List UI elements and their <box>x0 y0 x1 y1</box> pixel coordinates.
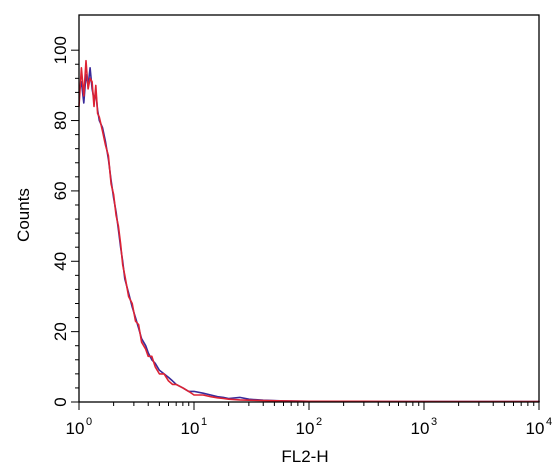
y-tick-label: 0 <box>51 397 70 406</box>
series-line-2 <box>78 59 540 403</box>
x-tick-label: 10 <box>296 419 315 438</box>
x-tick-label: 10 <box>66 419 85 438</box>
x-tick-label: 10 <box>526 419 545 438</box>
x-tick-exponent: 0 <box>86 416 92 428</box>
x-axis-label: FL2-H <box>281 447 328 466</box>
x-tick-exponent: 1 <box>201 416 207 428</box>
y-tick-label: 40 <box>51 252 70 271</box>
x-tick-exponent: 2 <box>316 416 322 428</box>
y-tick-label: 20 <box>51 322 70 341</box>
x-tick-label: 10 <box>411 419 430 438</box>
y-axis-label: Counts <box>14 188 33 242</box>
y-tick-label: 100 <box>51 36 70 64</box>
series-line-1 <box>78 67 540 403</box>
y-axis: 0 20 40 60 80 100 <box>51 36 79 407</box>
x-axis: 10 0 10 1 10 2 10 3 10 4 <box>66 402 552 438</box>
x-tick-exponent: 3 <box>431 416 437 428</box>
plot-frame <box>78 14 540 403</box>
series-layer <box>78 59 540 403</box>
x-tick-label: 10 <box>181 419 200 438</box>
y-tick-label: 60 <box>51 181 70 200</box>
y-tick-label: 80 <box>51 111 70 130</box>
x-tick-exponent: 4 <box>546 416 552 428</box>
